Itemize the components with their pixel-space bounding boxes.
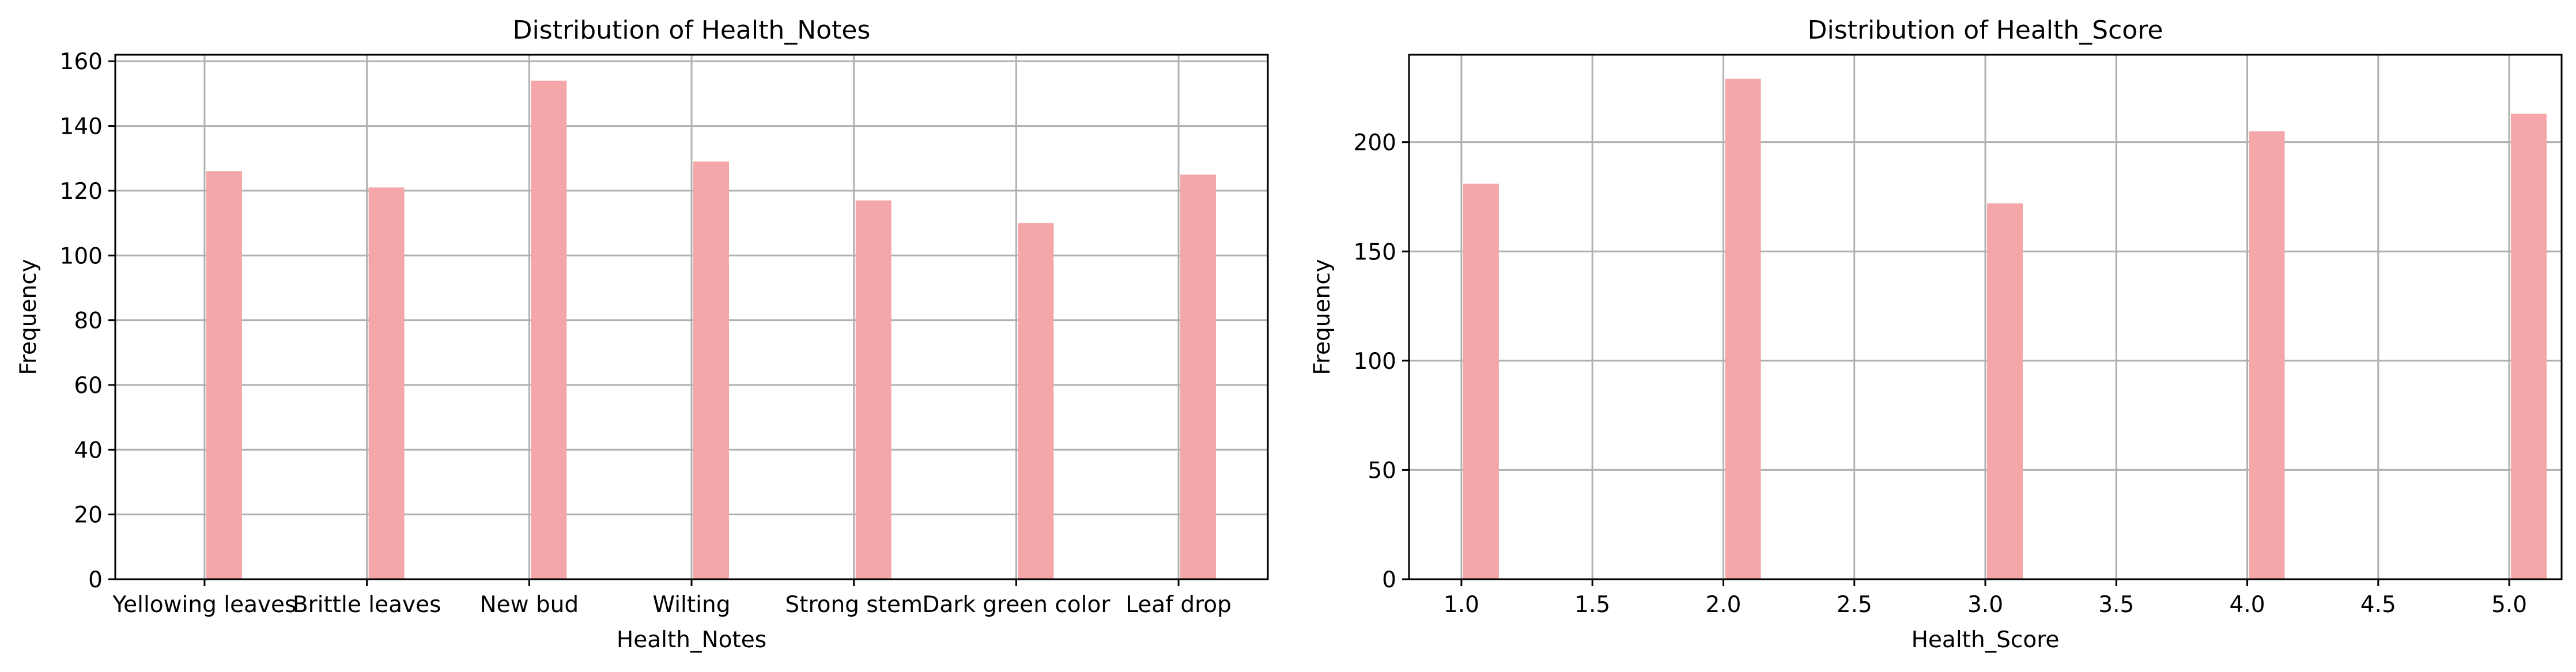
x-tick-label: Brittle leaves	[293, 592, 441, 618]
bar	[206, 171, 242, 579]
bar	[693, 161, 729, 579]
x-tick-label: Yellowing leaves	[112, 592, 296, 618]
y-tick-label: 0	[1382, 567, 1396, 593]
bar	[368, 187, 405, 579]
x-tick-label: 5.0	[2491, 592, 2527, 618]
y-axis-label: Frequency	[1309, 259, 1335, 375]
x-tick-label: Leaf drop	[1125, 592, 1232, 618]
x-tick-label: New bud	[479, 592, 579, 618]
bar	[531, 80, 567, 579]
y-tick-label: 20	[74, 503, 103, 528]
bar	[2511, 114, 2547, 579]
bar	[1018, 223, 1054, 579]
y-tick-label: 50	[1368, 458, 1396, 484]
y-tick-label: 200	[1354, 130, 1396, 156]
x-tick-label: Dark green color	[922, 592, 1111, 618]
chart-title: Distribution of Health_Notes	[513, 16, 871, 45]
y-tick-label: 120	[60, 179, 103, 205]
health-notes-chart: 0 20 40 60 80 100 120 140 160 Yellowing leavesBri…	[16, 16, 1269, 653]
y-tick-label: 150	[1354, 239, 1396, 265]
bar	[1463, 183, 1499, 579]
x-axis-label: Health_Notes	[617, 627, 766, 653]
y-tick-label: 160	[60, 49, 103, 75]
x-tick-label: 2.5	[1837, 592, 1872, 618]
x-tick-label: 4.0	[2230, 592, 2265, 618]
y-tick-label: 60	[74, 373, 103, 399]
x-tick-label: Strong stem	[785, 592, 923, 618]
x-tick-label: 2.0	[1705, 592, 1741, 618]
x-tick-label: 4.5	[2360, 592, 2396, 618]
y-tick-label: 100	[1354, 349, 1396, 375]
y-tick-label: 80	[74, 308, 103, 334]
x-tick-label: 3.0	[1967, 592, 2003, 618]
x-tick-label: 1.5	[1574, 592, 1610, 618]
bar	[1180, 174, 1217, 580]
bar	[1987, 203, 2023, 579]
x-tick-label: 3.5	[2098, 592, 2134, 618]
bar	[2249, 131, 2285, 580]
x-tick-label: Wilting	[653, 592, 731, 618]
bar	[1725, 78, 1761, 580]
y-axis-label: Frequency	[16, 259, 41, 375]
chart-title: Distribution of Health_Score	[1808, 16, 2163, 45]
y-tick-label: 140	[60, 114, 103, 140]
y-tick-label: 100	[60, 243, 103, 269]
bar	[855, 200, 892, 579]
health-score-chart: 0 50 100 150 200 1.0 1.5 2.0 2.5 3.0 3.5 4.0 4.5 5.0 D…	[1309, 16, 2563, 653]
x-tick-label: 1.0	[1444, 592, 1479, 618]
y-tick-label: 0	[88, 567, 103, 593]
x-axis-label: Health_Score	[1912, 627, 2060, 653]
y-tick-label: 40	[74, 437, 103, 463]
